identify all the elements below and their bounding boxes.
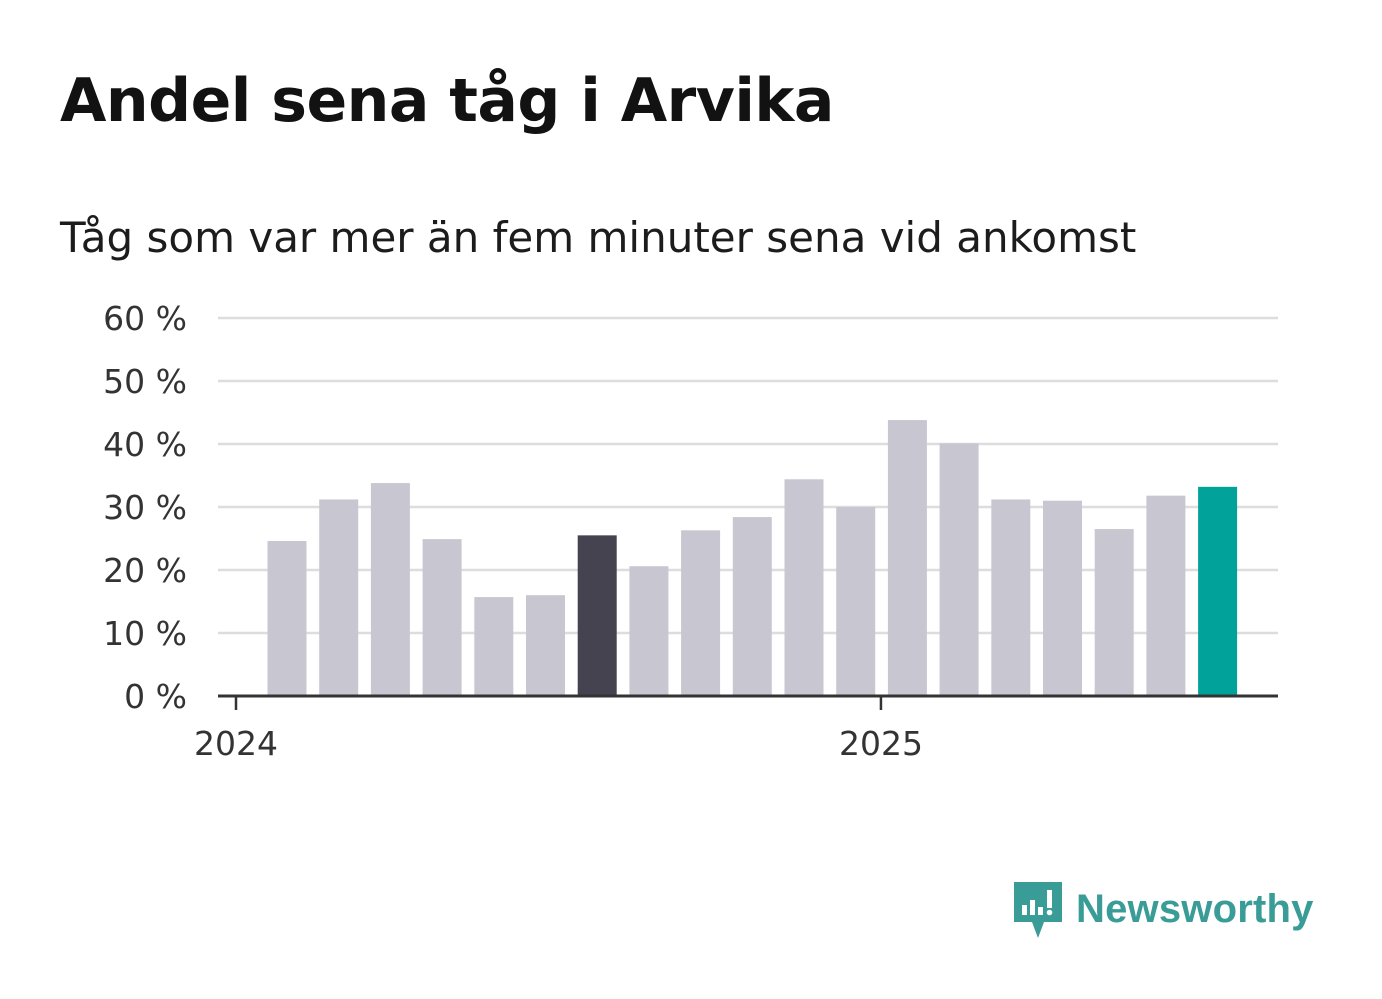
bars [267,420,1238,696]
bar [370,483,410,696]
bar [577,535,617,696]
bar [1146,495,1186,696]
y-tick-label: 40 % [103,425,187,464]
y-tick-label: 30 % [103,488,187,527]
bar [784,479,824,696]
tick-labels: 0 % 10 % 20 % 30 % 40 % 50 % 60 % 2024 2025 [103,299,923,763]
bar [887,420,927,696]
bar [836,507,876,696]
chart-subtitle: Tåg som var mer än fem minuter sena vid … [60,213,1137,262]
bar [1043,500,1082,696]
x-tick-label: 2025 [839,724,923,763]
y-tick-label: 10 % [103,614,187,653]
bar [1198,486,1238,696]
brand-name: Newsworthy [1076,886,1314,931]
newsworthy-logo-icon [1014,882,1062,938]
bar [1094,529,1134,696]
bar [267,541,307,696]
chart-title: Andel sena tåg i Arvika [60,66,834,136]
y-tick-label: 60 % [103,299,187,338]
bar [422,539,462,696]
bar [991,499,1031,696]
bar [681,530,721,696]
brand-logo: Newsworthy [1010,878,1314,940]
axes [218,694,1278,710]
bar [939,443,979,696]
x-tick-label: 2024 [194,724,278,763]
bar [526,595,565,696]
y-tick-label: 50 % [103,362,187,401]
bar [629,566,669,696]
bar [732,517,772,696]
y-tick-label: 0 % [124,677,187,716]
bar [319,499,359,696]
bar [474,597,514,696]
y-tick-label: 20 % [103,551,187,590]
